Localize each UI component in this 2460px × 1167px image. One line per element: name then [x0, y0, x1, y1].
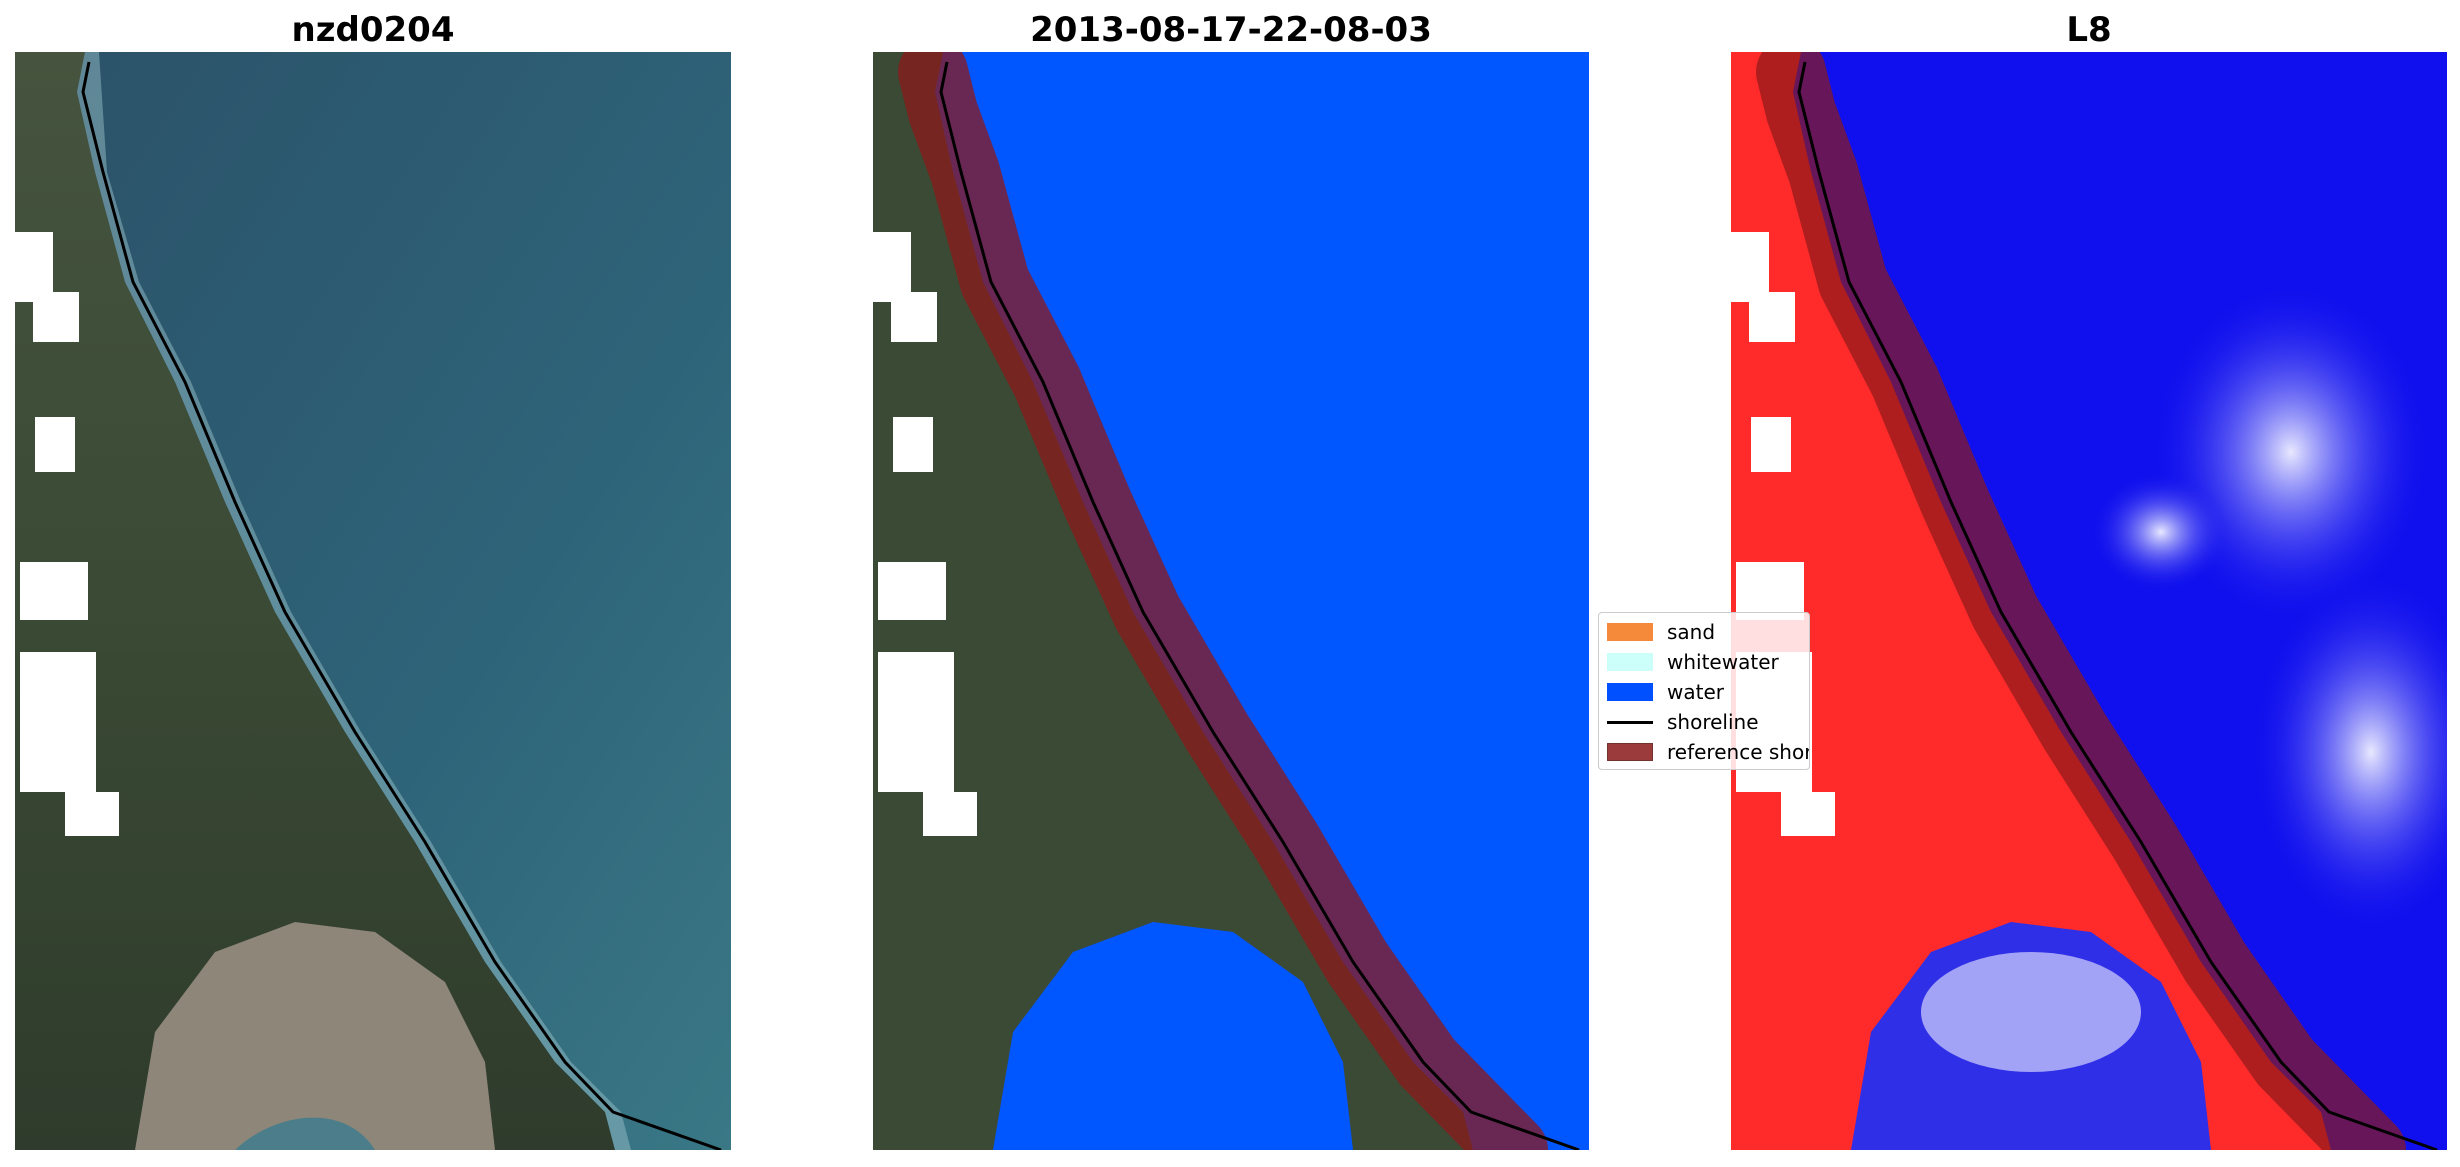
rgb-image-panel [15, 52, 731, 1150]
cloud-mask-5 [878, 652, 954, 792]
estuary-highlight [1921, 952, 2141, 1072]
cloud-mask-6 [1781, 792, 1835, 836]
legend-item-shoreline: shoreline [1599, 707, 1809, 737]
cloud-mask-3 [1751, 417, 1791, 472]
legend-item-water: water [1599, 677, 1809, 707]
legend-swatch-sand [1607, 623, 1653, 641]
classified-image [873, 52, 1589, 1150]
cloud-mask-4 [878, 562, 946, 620]
legend-label-whitewater: whitewater [1667, 650, 1779, 674]
cloud-mask-1 [15, 232, 53, 302]
detected-shoreline [939, 61, 1580, 1150]
cloud-mask-4 [20, 562, 88, 620]
legend-label-sand: sand [1667, 620, 1716, 644]
land-index-area [1731, 52, 2331, 1150]
cloud-mask-3 [35, 417, 75, 472]
panel-title-classified: 2013-08-17-22-08-03 [1030, 10, 1432, 50]
land-area [15, 52, 615, 1150]
cloud-mask-4 [1736, 562, 1804, 620]
classified-image-panel [873, 52, 1589, 1150]
reference-shoreline-buffer [1756, 52, 2406, 1150]
legend: sand whitewater water shoreline referenc… [1598, 612, 1810, 770]
panel-title-rgb: nzd0204 [291, 10, 455, 50]
cloud-mask-1 [873, 232, 911, 302]
legend-swatch-shoreline [1607, 720, 1653, 724]
land-area [873, 52, 1473, 1150]
estuary-water-class [993, 922, 1353, 1150]
estuary-flats [135, 922, 495, 1150]
cloud-mask-1 [1731, 232, 1769, 302]
index-image-panel [1731, 52, 2447, 1150]
cloud-mask-5 [20, 652, 96, 792]
legend-swatch-whitewater [1607, 653, 1653, 671]
cloud-patch-3 [2091, 472, 2231, 592]
legend-label-reference-shoreline: reference shoreline [1667, 740, 1810, 764]
reference-shoreline-buffer [898, 52, 1548, 1150]
cloud-mask-6 [65, 792, 119, 836]
legend-label-shoreline: shoreline [1667, 710, 1759, 734]
detected-shoreline [81, 61, 722, 1150]
cloud-patch-2 [2251, 572, 2447, 932]
legend-swatch-reference-shoreline [1607, 743, 1653, 761]
estuary-channel [235, 1117, 375, 1150]
panel-title-index: L8 [2066, 10, 2112, 50]
cloud-mask-6 [923, 792, 977, 836]
cloud-mask-2 [33, 292, 79, 342]
legend-item-whitewater: whitewater [1599, 647, 1809, 677]
index-image [1731, 52, 2447, 1150]
legend-swatch-water [1607, 683, 1653, 701]
rgb-image [15, 52, 731, 1150]
cloud-mask-2 [1749, 292, 1795, 342]
legend-label-water: water [1667, 680, 1724, 704]
detected-shoreline [1797, 61, 2438, 1150]
legend-item-sand: sand [1599, 617, 1809, 647]
cloud-mask-3 [893, 417, 933, 472]
cloud-mask-2 [891, 292, 937, 342]
legend-item-reference-shoreline: reference shoreline [1599, 737, 1809, 767]
